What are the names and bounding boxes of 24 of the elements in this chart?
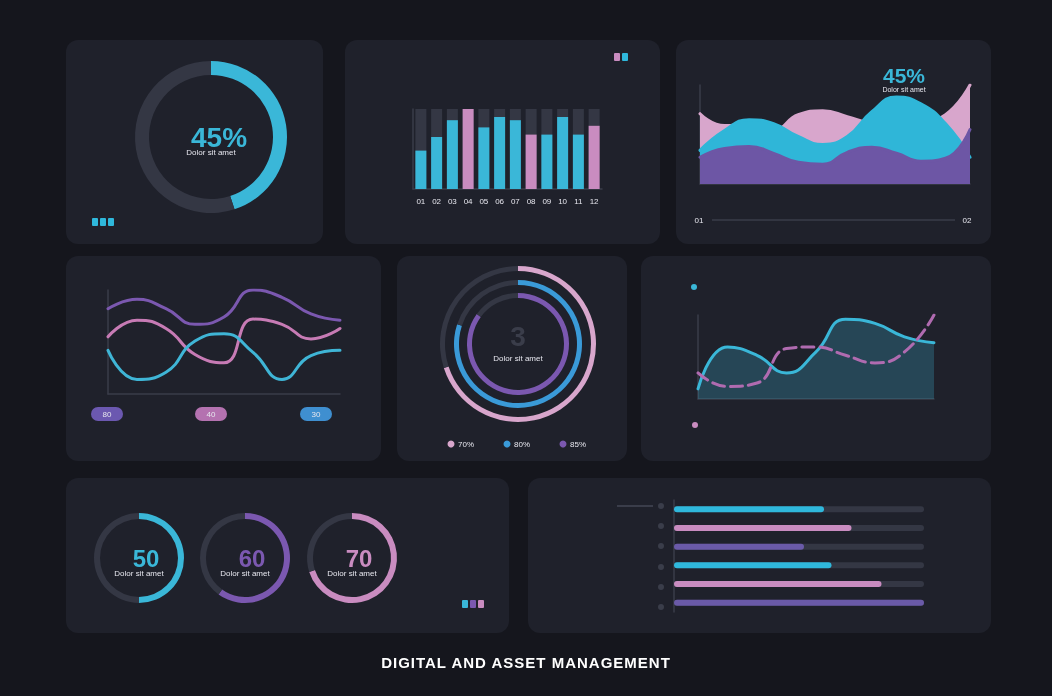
x-tick-label: 06 [495,196,505,206]
x-tick-label: 02 [432,196,442,206]
text: 80 [102,409,112,419]
legend-label: 85% [570,439,587,449]
annotation: 45% [882,63,926,87]
x-tick-label: 04 [463,196,474,206]
text: 40 [206,409,216,419]
legend-label: 80% [514,439,531,449]
x-tick-label: 08 [526,196,537,206]
text: 01 [694,215,704,225]
x-tick-label: 05 [479,196,489,206]
x-tick-label: 10 [558,196,568,206]
text: DIGITAL AND ASSET MANAGEMENT [380,652,672,673]
text: Dolor sit amet [493,353,544,363]
x-tick-label: 07 [510,196,521,206]
legend-label: 70% [458,439,475,449]
text: Dolor sit amet [186,147,237,157]
text: 02 [962,215,972,225]
x-tick-label: 12 [589,196,600,206]
x-tick-label: 09 [542,196,552,206]
x-tick-label: 11 [574,196,584,206]
x-tick-label: 03 [447,196,458,206]
text: 30 [311,409,321,419]
x-tick-label: 01 [416,196,426,206]
